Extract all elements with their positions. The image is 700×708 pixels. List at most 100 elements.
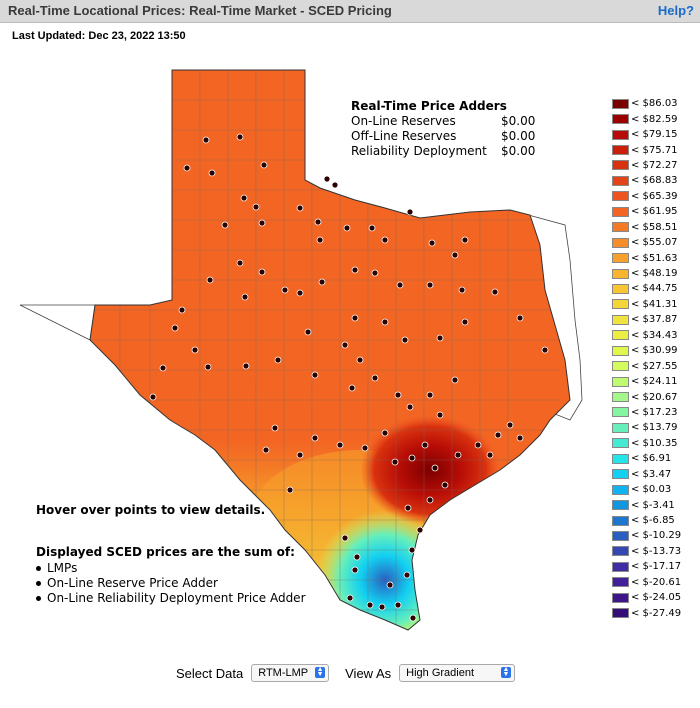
legend-swatch [612,98,629,109]
hover-instruction: Hover over points to view details. [36,503,266,517]
legend-item: < $68.83 [612,173,698,188]
legend-swatch [612,561,629,572]
legend-swatch [612,392,629,403]
price-adders-heading: Real-Time Price Adders [351,99,507,113]
bullet-icon [36,581,41,586]
legend-label: < $79.15 [631,129,678,141]
legend-item: < $79.15 [612,127,698,142]
updown-arrow-icon: ▲ ▼ [315,666,326,678]
legend-label: < $44.75 [631,283,678,295]
legend-item: < $6.91 [612,451,698,466]
adder-value: $0.00 [501,129,536,143]
legend-label: < $61.95 [631,206,678,218]
legend-swatch [612,114,629,125]
legend-item: < $41.31 [612,297,698,312]
legend-swatch [612,160,629,171]
view-as-value: High Gradient [406,667,475,679]
adder-label: Off-Line Reserves [351,129,457,143]
legend-label: < $48.19 [631,268,678,280]
legend-label: < $-24.05 [631,592,682,604]
adder-row: Off-Line Reserves $0.00 [351,129,541,144]
select-data-label: Select Data [176,665,244,681]
legend-swatch [612,283,629,294]
adder-value: $0.00 [501,144,536,158]
legend-label: < $3.47 [631,468,672,480]
legend-swatch [612,376,629,387]
legend-label: < $82.59 [631,113,678,125]
legend-swatch [612,330,629,341]
legend-item: < $48.19 [612,266,698,281]
legend-swatch [612,237,629,248]
legend-item: < $72.27 [612,158,698,173]
price-adders-panel: Real-Time Price Adders On-Line Reserves … [351,99,541,159]
legend-label: < $17.23 [631,406,678,418]
legend-item: < $20.67 [612,389,698,404]
settlement-points[interactable] [149,133,549,622]
sced-note-item: LMPs [36,561,306,576]
legend-label: < $-27.49 [631,607,682,619]
legend-item: < $27.55 [612,358,698,373]
legend-label: < $-20.61 [631,576,682,588]
adder-value: $0.00 [501,114,536,128]
legend-item: < $24.11 [612,374,698,389]
page-title: Real-Time Locational Prices: Real-Time M… [8,3,392,18]
legend-label: < $6.91 [631,453,672,465]
legend-item: < $34.43 [612,328,698,343]
legend-swatch [612,191,629,202]
legend-label: < $30.99 [631,345,678,357]
view-as-dropdown[interactable]: High Gradient ▲ ▼ [399,664,516,682]
legend-item: < $17.23 [612,405,698,420]
adder-label: On-Line Reserves [351,114,456,128]
legend-item: < $55.07 [612,235,698,250]
legend-label: < $27.55 [631,360,678,372]
legend-item: < $75.71 [612,142,698,157]
legend-label: < $41.31 [631,298,678,310]
legend-label: < $-10.29 [631,530,682,542]
legend-swatch [612,484,629,495]
adder-row: Reliability Deployment $0.00 [351,144,541,159]
last-updated: Last Updated: Dec 23, 2022 13:50 [12,30,186,42]
legend-swatch [612,515,629,526]
select-data-dropdown[interactable]: RTM-LMP ▲ ▼ [251,664,330,682]
legend-swatch [612,299,629,310]
adder-row: On-Line Reserves $0.00 [351,114,541,129]
legend-swatch [612,145,629,156]
legend-swatch [612,314,629,325]
sced-note-item-label: On-Line Reserve Price Adder [47,576,218,590]
legend-label: < $13.79 [631,422,678,434]
legend-item: < $82.59 [612,111,698,126]
legend-label: < $-17.17 [631,561,682,573]
texas-price-contour-map [19,69,583,631]
legend-label: < $10.35 [631,437,678,449]
legend-label: < $68.83 [631,175,678,187]
sced-price-note: Displayed SCED prices are the sum of: LM… [36,545,306,606]
legend-label: < $0.03 [631,484,672,496]
view-as-label: View As [345,665,392,681]
legend-swatch [612,345,629,356]
legend-item: < $86.03 [612,96,698,111]
legend-item: < $-24.05 [612,590,698,605]
legend-item: < $0.03 [612,482,698,497]
legend-swatch [612,453,629,464]
legend-item: < $-20.61 [612,575,698,590]
legend-swatch [612,361,629,372]
select-data-value: RTM-LMP [258,667,309,679]
legend-swatch [612,546,629,557]
legend-label: < $51.63 [631,252,678,264]
legend-item: < $61.95 [612,204,698,219]
legend-swatch [612,129,629,140]
legend-item: < $-27.49 [612,605,698,620]
legend-label: < $55.07 [631,237,678,249]
help-link[interactable]: Help? [657,3,694,18]
legend-label: < $75.71 [631,144,678,156]
bullet-icon [36,596,41,601]
price-legend: < $86.03 < $82.59 < $79.15 < $75.71 < $72.27… [612,96,698,621]
el-paso-region [19,304,96,341]
legend-swatch [612,422,629,433]
legend-label: < $37.87 [631,314,678,326]
title-bar: Real-Time Locational Prices: Real-Time M… [0,0,700,23]
legend-item: < $37.87 [612,312,698,327]
legend-label: < $86.03 [631,98,678,110]
legend-swatch [612,500,629,511]
updown-arrow-icon: ▲ ▼ [501,666,512,678]
